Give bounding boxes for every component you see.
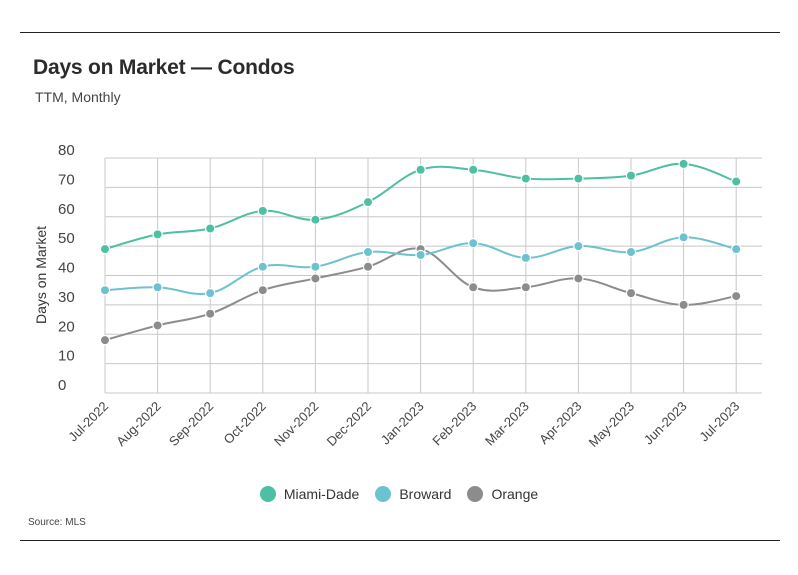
x-tick-label: Nov-2022 — [271, 399, 321, 449]
chart-legend: Miami-Dade Broward Orange — [0, 486, 798, 502]
data-point-miami-dade — [468, 164, 479, 175]
data-point-miami-dade — [731, 176, 742, 187]
data-point-orange — [468, 282, 479, 293]
data-point-broward — [99, 284, 111, 296]
data-point-miami-dade — [625, 170, 637, 181]
data-point-miami-dade — [204, 223, 216, 234]
data-point-miami-dade — [520, 173, 532, 184]
x-tick-label: Aug-2022 — [113, 399, 163, 449]
y-tick-label: 40 — [58, 260, 75, 277]
y-tick-label: 0 — [58, 377, 66, 394]
data-point-miami-dade — [152, 229, 163, 240]
x-tick-label: Dec-2022 — [324, 399, 374, 449]
y-tick-label: 60 — [58, 201, 75, 218]
legend-label-miami-dade: Miami-Dade — [283, 486, 360, 502]
legend-label-orange: Orange — [491, 486, 539, 502]
data-point-broward — [731, 243, 742, 255]
data-point-miami-dade — [310, 214, 321, 225]
x-tick-label: Jun-2023 — [641, 399, 690, 448]
data-point-orange — [99, 334, 111, 346]
data-point-miami-dade — [257, 205, 268, 217]
y-tick-label: 30 — [58, 289, 75, 306]
legend-swatch-broward — [375, 486, 392, 502]
legend-swatch-miami-dade — [259, 486, 276, 502]
source-note: Source: MLS — [28, 517, 86, 528]
y-tick-label: 70 — [58, 171, 75, 188]
x-tick-label: Jul-2023 — [696, 399, 742, 445]
data-point-orange — [573, 273, 584, 284]
legend-item-broward: Broward — [375, 486, 451, 502]
x-tick-label: Mar-2023 — [482, 399, 532, 449]
legend-label-broward: Broward — [399, 486, 452, 502]
data-point-miami-dade — [99, 243, 111, 255]
data-point-orange — [310, 273, 321, 284]
data-point-orange — [625, 287, 637, 299]
data-point-miami-dade — [678, 158, 689, 170]
data-point-broward — [152, 282, 163, 293]
line-chart: 0 10 20 30 40 50 60 70 80 Jul-2022 Aug-2022 Sep-202… — [33, 142, 762, 450]
x-tick-label: Feb-2023 — [429, 399, 479, 449]
data-point-orange — [257, 284, 268, 296]
data-point-broward — [310, 261, 321, 272]
data-point-miami-dade — [362, 196, 374, 208]
x-tick-label: May-2023 — [586, 399, 637, 450]
top-rule — [20, 32, 780, 33]
data-point-orange — [152, 320, 163, 331]
y-axis-label: Days on Market — [33, 226, 49, 324]
data-point-broward — [625, 246, 637, 258]
data-point-orange — [204, 308, 216, 319]
data-point-broward — [520, 252, 532, 264]
data-point-broward — [257, 261, 268, 272]
legend-item-orange: Orange — [467, 486, 538, 502]
y-tick-label: 10 — [58, 348, 75, 365]
data-point-broward — [573, 240, 584, 252]
data-point-broward — [468, 237, 479, 249]
data-point-orange — [678, 299, 689, 311]
x-tick-label: Apr-2023 — [536, 399, 584, 447]
data-point-broward — [678, 232, 689, 243]
x-tick-label: Oct-2022 — [220, 399, 268, 447]
y-tick-label: 20 — [58, 318, 75, 335]
x-tick-label: Sep-2022 — [166, 399, 216, 449]
data-point-broward — [204, 287, 216, 299]
data-point-orange — [362, 261, 374, 272]
data-point-miami-dade — [573, 173, 584, 184]
y-tick-label: 80 — [58, 142, 75, 159]
chart-subtitle: TTM, Monthly — [35, 89, 121, 105]
bottom-rule — [20, 540, 780, 541]
legend-swatch-orange — [467, 486, 484, 502]
data-point-broward — [415, 249, 426, 261]
x-tick-label: Jul-2022 — [65, 399, 111, 445]
data-point-orange — [731, 290, 742, 302]
data-point-orange — [520, 282, 532, 293]
chart-title: Days on Market — Condos — [33, 56, 295, 79]
y-tick-label: 50 — [58, 230, 75, 247]
legend-item-miami-dade: Miami-Dade — [259, 486, 360, 502]
x-tick-label: Jan-2023 — [378, 399, 427, 448]
data-point-miami-dade — [415, 164, 426, 175]
data-point-broward — [362, 246, 374, 258]
